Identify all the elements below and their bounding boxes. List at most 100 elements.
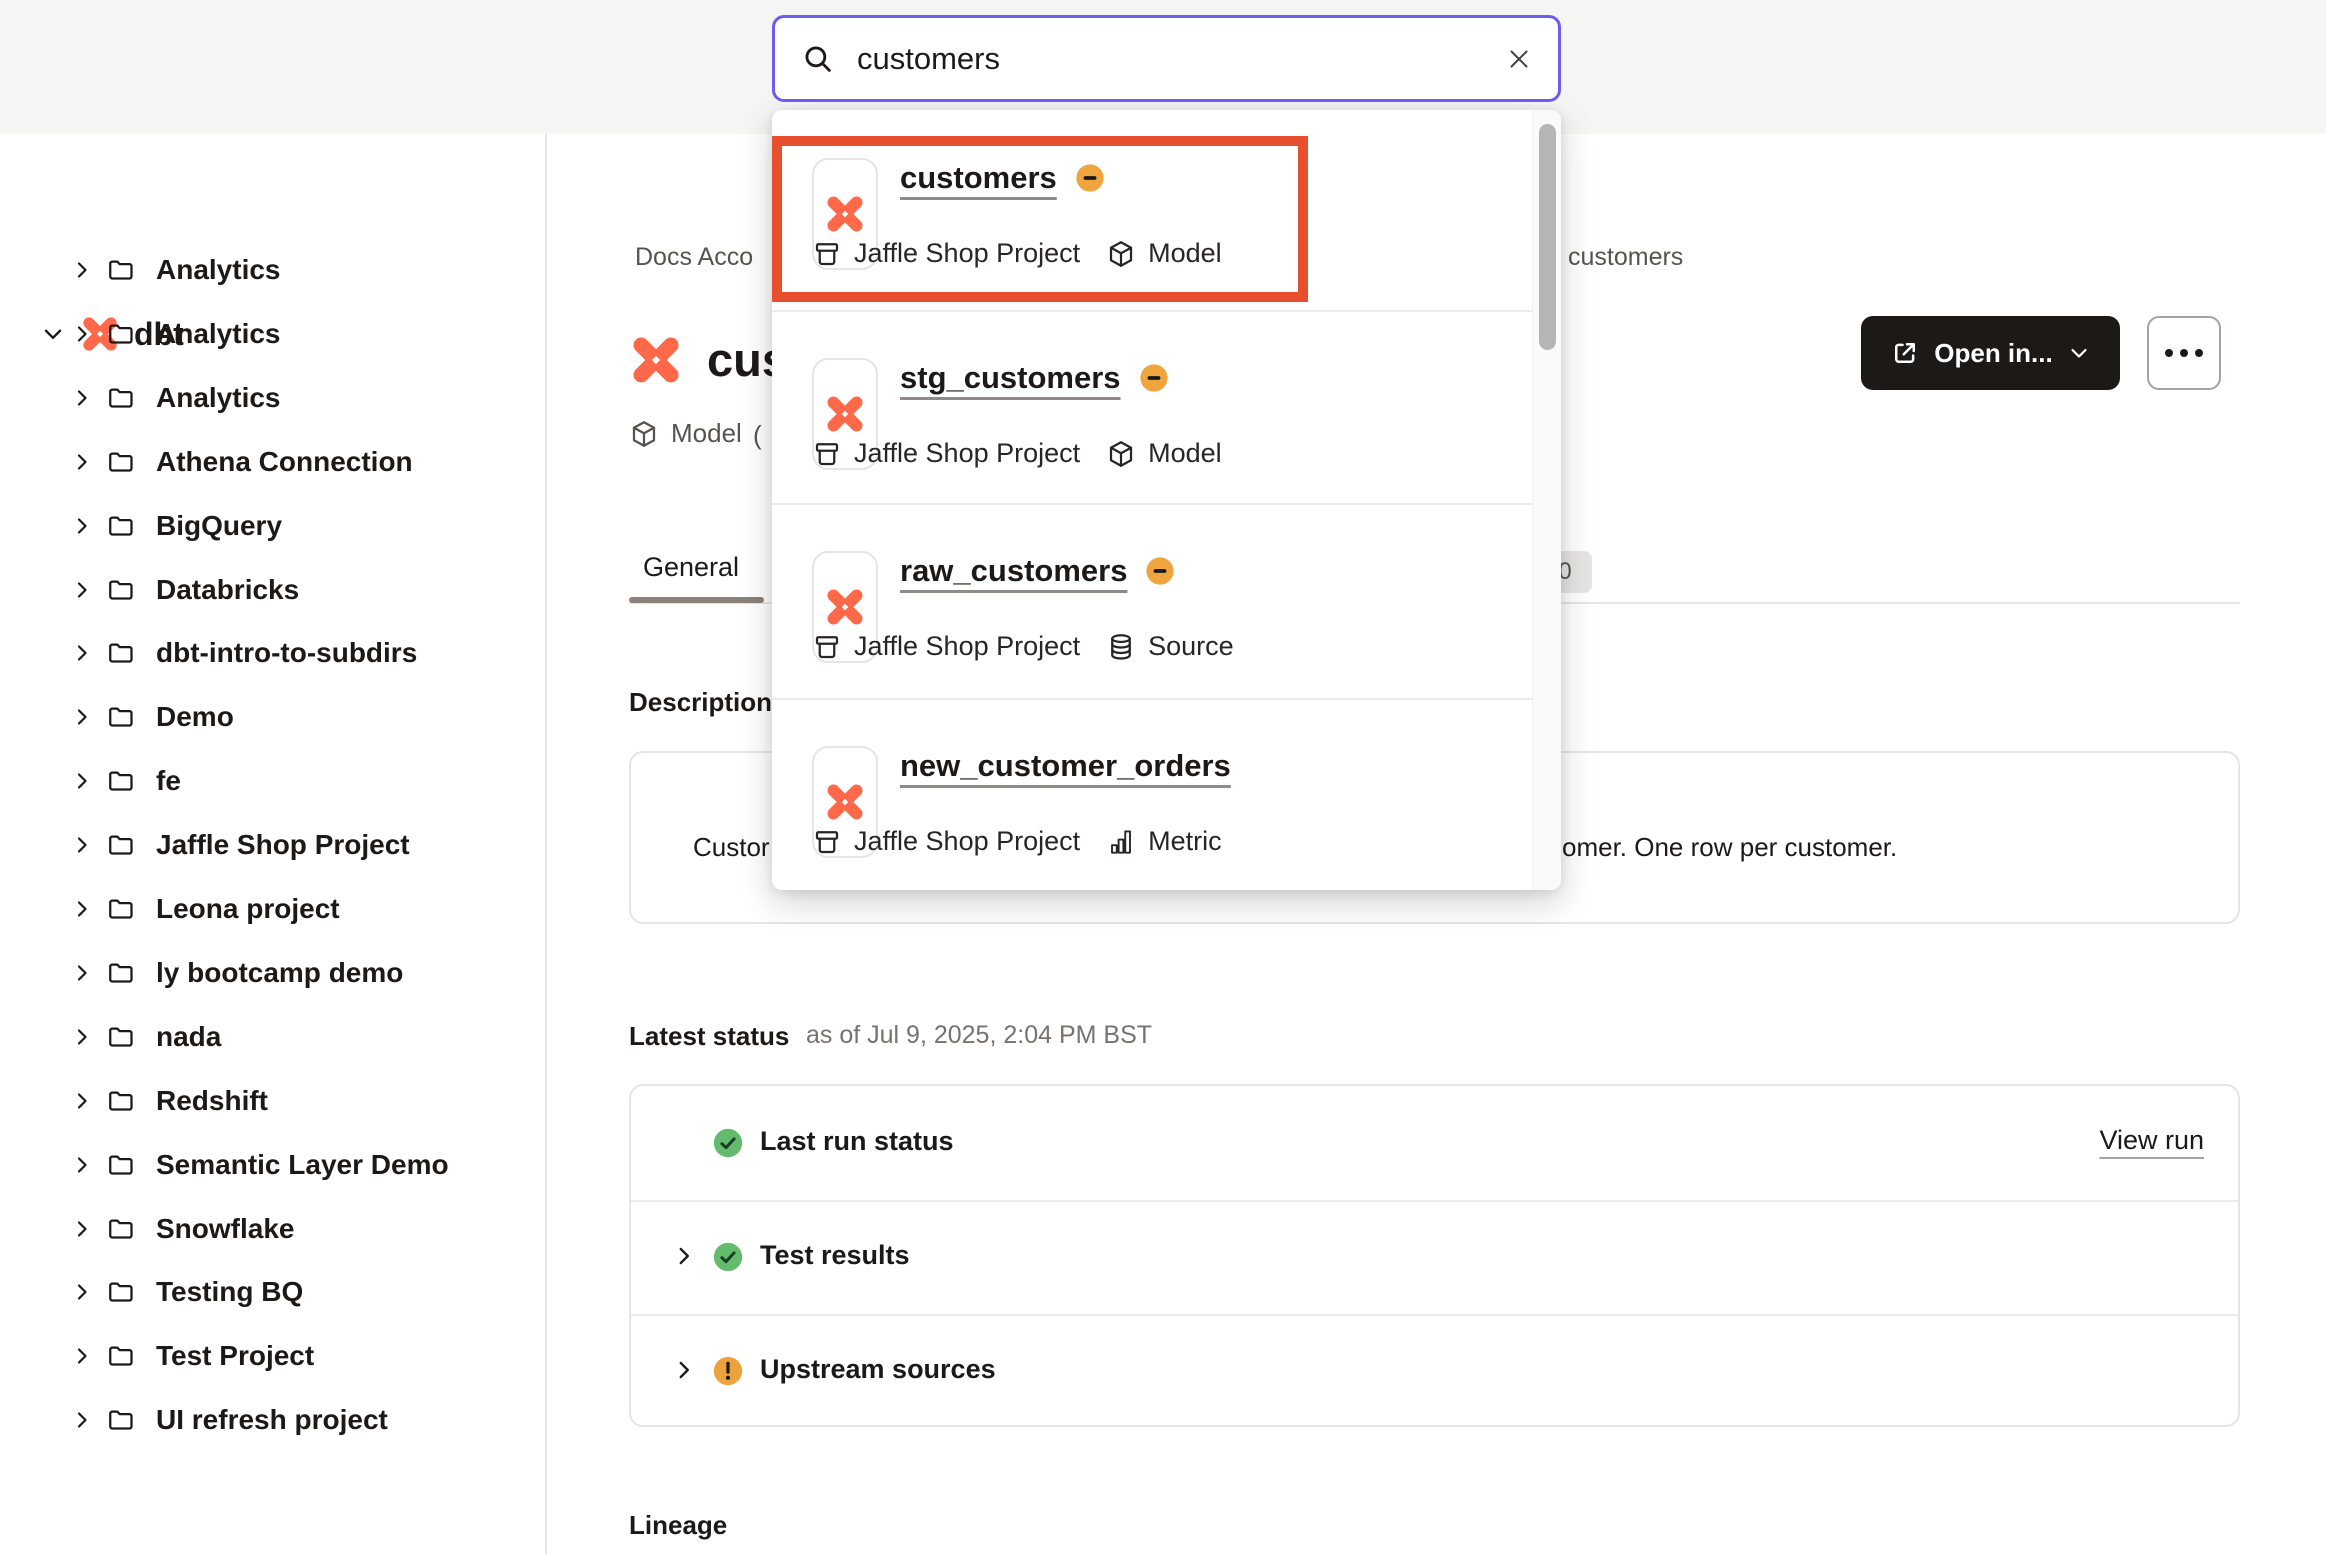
folder-icon [106,894,136,924]
open-in-button[interactable]: Open in... [1861,316,2120,390]
chevron-right-icon[interactable] [70,1280,94,1304]
global-search-input-box[interactable]: customers [772,15,1561,102]
description-text: Custor [693,832,770,862]
clear-x-icon[interactable] [1504,44,1534,74]
result-divider [772,698,1533,700]
check-circle-icon [711,1240,745,1274]
chevron-right-icon[interactable] [70,1408,94,1432]
dbt-logo-icon [629,333,683,387]
chevron-right-icon[interactable] [70,1089,94,1113]
status-row-divider [631,1314,2238,1316]
sidebar-item-dbt-intro-to-subdirs[interactable]: dbt-intro-to-subdirs [70,630,417,676]
sidebar-item-semantic-layer-demo[interactable]: Semantic Layer Demo [70,1142,449,1188]
chevron-right-icon[interactable] [70,705,94,729]
chevron-right-icon[interactable] [70,769,94,793]
search-result-raw_customers[interactable]: raw_customers Jaffle Shop Project Source [772,503,1561,698]
dbt-logo-icon [824,193,866,235]
sidebar-item-label: Athena Connection [156,446,413,477]
result-divider [772,310,1533,312]
search-input[interactable]: customers [857,40,1000,76]
status-row-label: Upstream sources [760,1354,996,1384]
result-divider [772,503,1533,505]
lineage-heading: Lineage [629,1510,728,1540]
chevron-right-icon[interactable] [671,1357,697,1383]
sidebar-item-label: Semantic Layer Demo [156,1149,449,1180]
sidebar-item-label: Testing BQ [156,1276,304,1307]
sidebar-item-snowflake[interactable]: Snowflake [70,1206,294,1252]
result-logo-tile [812,551,878,663]
description-heading: Description [629,687,773,717]
chevron-right-icon[interactable] [70,1025,94,1049]
folder-icon [106,1086,136,1116]
sidebar-item-jaffle-shop-project[interactable]: Jaffle Shop Project [70,822,410,868]
search-result-customers[interactable]: customers Jaffle Shop Project Model [772,110,1561,310]
resource-type-label: Model [671,418,742,448]
status-row-test-results[interactable]: Test results [631,1200,2238,1314]
chevron-right-icon[interactable] [70,1153,94,1177]
chevron-right-icon[interactable] [70,1217,94,1241]
sidebar-item-bigquery[interactable]: BigQuery [70,503,282,549]
result-logo-tile [812,358,878,470]
chevron-right-icon[interactable] [70,641,94,665]
model-cube-icon [1106,239,1136,269]
sidebar-item-label: fe [156,765,181,796]
project-sidebar: dbt Analytics Analytics Analytics Athena Co… [0,134,547,1554]
chevron-right-icon[interactable] [70,386,94,410]
sidebar-item-label: Analytics [156,254,281,285]
sidebar-item-label: Snowflake [156,1213,295,1244]
dropdown-scrollbar[interactable] [1532,110,1561,890]
result-type-label: Model [1148,238,1222,268]
folder-icon [106,702,136,732]
sidebar-item-ly-bootcamp-demo[interactable]: ly bootcamp demo [70,950,403,996]
sidebar-item-test-project[interactable]: Test Project [70,1333,314,1379]
chevron-right-icon[interactable] [70,450,94,474]
chevron-right-icon[interactable] [70,897,94,921]
chevron-right-icon[interactable] [70,578,94,602]
breadcrumb-current: customers [1568,243,1684,271]
active-tab-underline [629,597,764,603]
dbt-logo-icon [824,781,866,823]
result-name-link[interactable]: new_customer_orders [900,748,1231,783]
sidebar-item-ui-refresh-project[interactable]: UI refresh project [70,1397,388,1443]
view-run-link[interactable]: View run [2099,1125,2204,1155]
folder-icon [106,958,136,988]
chevron-right-icon[interactable] [70,1344,94,1368]
chevron-right-icon[interactable] [70,961,94,985]
folder-icon [106,255,136,285]
status-row-upstream-sources[interactable]: Upstream sources [631,1314,2238,1428]
result-name-link[interactable]: raw_customers [900,553,1128,588]
sidebar-item-analytics[interactable]: Analytics [70,311,281,357]
sidebar-item-label: Redshift [156,1085,268,1116]
tab-general[interactable]: General [643,552,740,582]
sidebar-item-redshift[interactable]: Redshift [70,1078,268,1124]
sidebar-item-testing-bq[interactable]: Testing BQ [70,1269,303,1315]
sidebar-item-fe[interactable]: fe [70,758,181,804]
result-name-link[interactable]: customers [900,160,1057,195]
status-row-label: Last run status [760,1126,954,1156]
latest-status-card: Last run status View run Test results Upstr… [629,1084,2240,1427]
more-actions-button[interactable] [2147,316,2221,390]
chevron-right-icon[interactable] [70,833,94,857]
sidebar-item-analytics[interactable]: Analytics [70,247,281,293]
result-name-link[interactable]: stg_customers [900,360,1121,395]
chevron-right-icon[interactable] [70,514,94,538]
sidebar-item-label: ly bootcamp demo [156,957,404,988]
dbt-logo-icon [80,314,120,354]
sidebar-item-databricks[interactable]: Databricks [70,567,299,613]
sidebar-item-nada[interactable]: nada [70,1014,221,1060]
sidebar-item-demo[interactable]: Demo [70,694,234,740]
chevron-right-icon[interactable] [70,322,94,346]
folder-icon [106,319,136,349]
sidebar-item-label: BigQuery [156,510,283,541]
scrollbar-thumb[interactable] [1539,124,1556,350]
search-result-stg_customers[interactable]: stg_customers Jaffle Shop Project Model [772,310,1561,503]
sidebar-item-analytics[interactable]: Analytics [70,375,281,421]
chevron-right-icon[interactable] [671,1243,697,1269]
chevron-right-icon[interactable] [70,258,94,282]
chevron-down-icon[interactable] [40,321,66,347]
sidebar-item-leona-project[interactable]: Leona project [70,886,340,932]
sidebar-item-athena-connection[interactable]: Athena Connection [70,439,413,485]
status-row-divider [631,1200,2238,1202]
search-result-new_customer_orders[interactable]: new_customer_orders Jaffle Shop Project Me… [772,698,1561,890]
sidebar-root-dbt[interactable]: dbt [40,310,184,358]
